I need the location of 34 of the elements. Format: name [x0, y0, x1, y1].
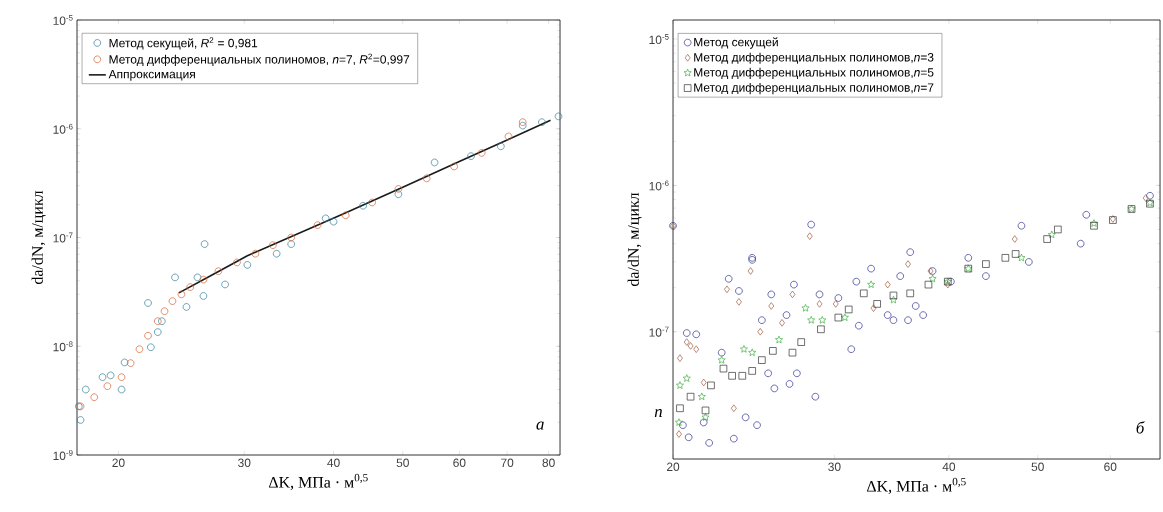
x-tick-label: 60: [453, 458, 466, 467]
annotation: а: [536, 421, 544, 430]
y-tick-label: 10$^{-6}$: [649, 180, 669, 191]
legend-label: Аппроксимация: [108, 70, 195, 81]
legend-label: Метод секущей, R$^{2}$ = 0,981: [109, 37, 258, 50]
x-tick-label: 20: [112, 458, 125, 467]
x-axis-title: ΔK, МПа · м$^{0,5}$: [268, 473, 368, 490]
x-tick-label: 50: [396, 458, 409, 467]
x-tick-label: 70: [501, 458, 514, 467]
y-tick-label: 10$^{-7}$: [53, 232, 73, 243]
y-tick-label: 10$^{-5}$: [53, 15, 73, 25]
x-tick-label: 80: [542, 458, 555, 467]
x-axis-title: ΔK, МПа · м$^{0,5}$: [866, 477, 966, 494]
legend-label: Метод секущей: [694, 37, 778, 49]
legend-label: Метод дифференциальных полиномов,n=7: [694, 83, 934, 95]
x-tick-label: 30: [238, 458, 251, 467]
x-tick-label: 60: [1104, 462, 1117, 471]
y-tick-label: 10$^{-6}$: [53, 123, 73, 134]
y-tick-label: 10$^{-9}$: [53, 450, 73, 461]
text: n: [654, 408, 662, 417]
y-tick-label: 10$^{-7}$: [649, 326, 669, 337]
y-axis-title: da/dN, м/цикл: [627, 192, 642, 287]
y-axis-title: da/dN, м/цикл: [31, 190, 46, 285]
legend-label: Метод дифференциальных полиномов,n=3: [694, 52, 934, 64]
x-tick-label: 40: [942, 462, 956, 471]
legend-label: Метод дифференциальных полиномов, n=7, R$^{2}$=0,997: [109, 53, 410, 67]
legend-label: Метод дифференциальных полиномов,n=5: [694, 67, 934, 79]
x-tick-label: 40: [327, 458, 340, 467]
x-tick-label: 30: [828, 462, 841, 471]
annotation: б: [1136, 421, 1145, 434]
y-tick-label: 10$^{-5}$: [649, 34, 669, 45]
x-tick-label: 50: [1031, 462, 1044, 471]
x-tick-label: 20: [666, 462, 680, 471]
y-tick-label: 10$^{-8}$: [53, 341, 73, 352]
